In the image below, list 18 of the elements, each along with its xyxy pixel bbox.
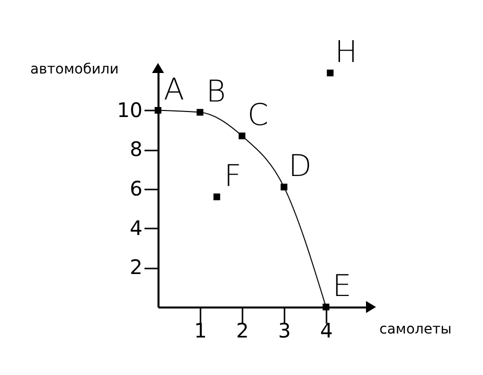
y-tick-label: 6 xyxy=(130,176,142,200)
x-tick-label: 4 xyxy=(320,318,333,342)
annotation: D xyxy=(288,149,312,184)
x-tick-label: 2 xyxy=(236,318,249,342)
y-tick-label: 10 xyxy=(117,98,142,122)
annotation: B xyxy=(206,74,226,110)
annotation: E xyxy=(332,269,352,304)
annotation: A xyxy=(164,72,184,108)
x-axis-title: самолеты xyxy=(379,322,452,338)
x-tick-label: 1 xyxy=(194,318,207,342)
y-axis-title: автомобили xyxy=(30,62,119,78)
y-tick-label: 4 xyxy=(130,216,142,240)
annotation: F xyxy=(224,158,242,194)
x-tick-label: 3 xyxy=(278,318,291,342)
y-tick-label: 2 xyxy=(130,255,142,280)
y-tick-label: 8 xyxy=(130,137,142,162)
annotation: H xyxy=(334,34,358,70)
annotation: C xyxy=(248,98,268,133)
